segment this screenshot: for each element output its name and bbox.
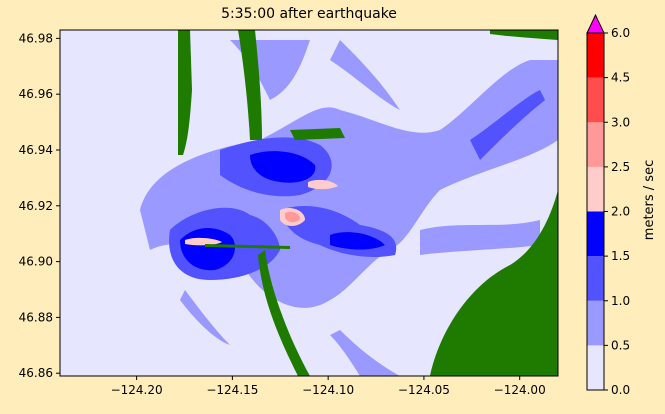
colorbar-ticks: 0.0 0.5 1.0 1.5 2.0 2.5 3.0 4.5 6.0: [604, 26, 630, 397]
speed-region-1.5-north: [250, 151, 316, 183]
chart-title: 5:35:00 after earthquake: [221, 6, 397, 22]
colorbar-segment: [587, 122, 604, 167]
y-tick-label: 46.98: [19, 31, 53, 45]
x-axis: −124.20 −124.15 −124.10 −124.05 −124.00: [111, 376, 546, 397]
speed-region-1.0-east: [470, 90, 545, 160]
land-southeast: [430, 190, 558, 376]
colorbar-tick-label: 6.0: [611, 26, 630, 40]
land-jetty: [205, 244, 290, 249]
colorbar-tick-label: 0.5: [611, 338, 630, 352]
x-tick-label: −124.20: [111, 383, 163, 397]
land-spit-north: [178, 30, 192, 155]
speed-region-2.5: [285, 211, 300, 223]
y-axis: 46.86 46.88 46.90 46.92 46.94 46.96 46.98: [19, 31, 60, 380]
speed-region-0.5-east: [420, 220, 540, 255]
x-tick-label: −124.00: [494, 383, 546, 397]
colorbar-tick-label: 1.0: [611, 294, 630, 308]
land-north-shore: [290, 128, 345, 140]
speed-region-0.5-channel: [330, 40, 400, 110]
x-tick-label: −124.10: [302, 383, 354, 397]
speed-region-2.0-north: [308, 179, 338, 190]
y-tick-label: 46.90: [19, 255, 53, 269]
land-spit-east: [238, 30, 262, 140]
colorbar-tick-label: 2.5: [611, 160, 630, 174]
speed-region-0.5-south: [330, 330, 400, 376]
speed-region-0.5-west: [180, 290, 230, 345]
y-tick-label: 46.86: [19, 366, 53, 380]
land-northeast: [490, 30, 558, 40]
speed-region-1.5-mid: [330, 232, 385, 250]
colorbar-segment: [587, 166, 604, 212]
colorbar-tick-label: 4.5: [611, 71, 630, 85]
x-tick-label: −124.15: [206, 383, 258, 397]
colorbar-extend-arrow: [586, 13, 605, 34]
colorbar-tick-label: 1.5: [611, 249, 630, 263]
colorbar-segment: [587, 77, 604, 123]
y-tick-label: 46.94: [19, 143, 53, 157]
colorbar-segment: [587, 33, 604, 78]
y-tick-label: 46.88: [19, 310, 53, 324]
y-tick-label: 46.92: [19, 199, 53, 213]
y-tick-label: 46.96: [19, 87, 53, 101]
colorbar-tick-label: 0.0: [611, 383, 630, 397]
colorbar-segment: [587, 345, 604, 390]
colorbar-tick-label: 2.0: [611, 205, 630, 219]
plot-area: [60, 30, 558, 376]
colorbar-segment: [587, 256, 604, 301]
colorbar-tick-label: 3.0: [611, 115, 630, 129]
plot-frame: [59, 29, 559, 377]
land-south-spit: [258, 250, 310, 376]
colorbar-label: meters / sec: [642, 159, 657, 241]
colorbar-segment: [587, 300, 604, 346]
speed-region-2.0-west: [185, 237, 222, 246]
colorbar-segment: [587, 211, 604, 257]
x-tick-label: −124.05: [398, 383, 450, 397]
colorbar: [586, 13, 605, 391]
